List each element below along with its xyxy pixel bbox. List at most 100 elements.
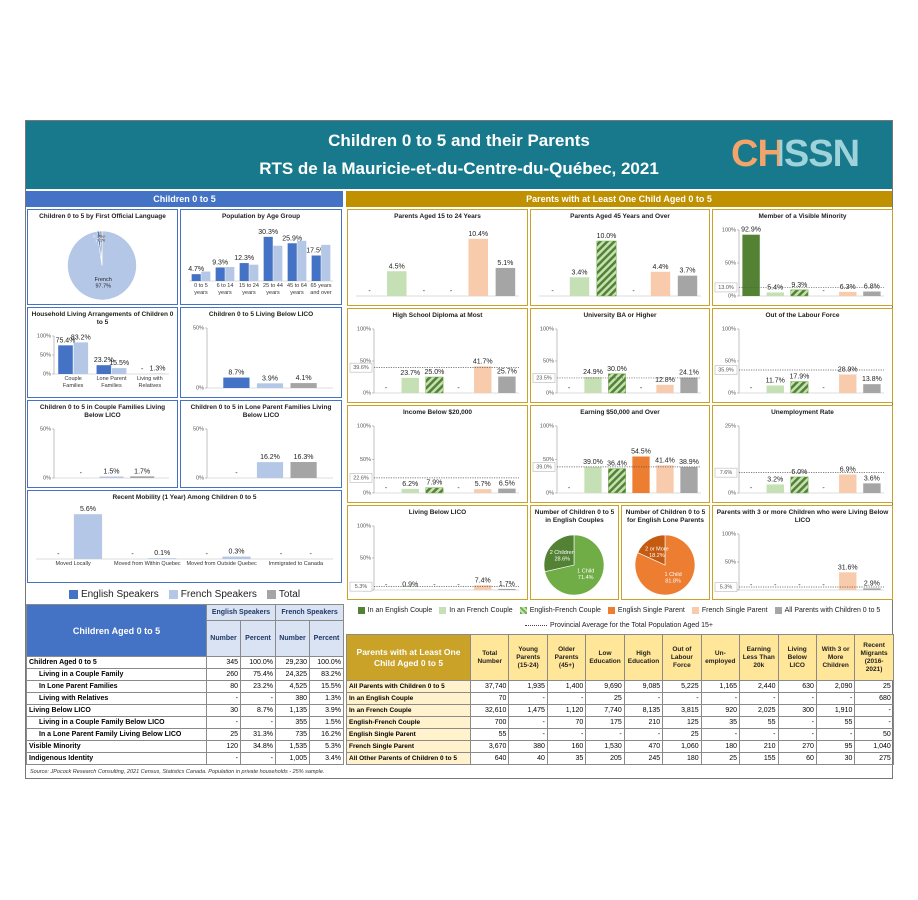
- chart-title: Number of Children 0 to 5 for English Lo…: [625, 509, 706, 524]
- y-tick-label: 100%: [722, 227, 736, 233]
- y-tick-label: 0%: [43, 475, 51, 481]
- chart-panel: Children 0 to 5 by First Official Langua…: [27, 209, 178, 305]
- data-label: -: [385, 485, 388, 492]
- y-tick-label: 100%: [540, 423, 554, 429]
- cell: 55: [815, 716, 856, 729]
- cell: 3.9%: [309, 704, 345, 717]
- slice-value: 1.2%: [95, 239, 103, 243]
- average-label: 35.9%: [718, 367, 734, 373]
- data-label: -: [568, 485, 571, 492]
- cell: 4,525: [275, 680, 311, 693]
- children-table: Children Aged 0 to 5 English Speakers Fren…: [26, 604, 345, 765]
- y-tick-label: 25%: [725, 423, 736, 429]
- chart-plot: - 3.4% 10.0% - 4.4% 3.7%: [539, 233, 701, 297]
- bar: [680, 466, 698, 493]
- bar: [474, 585, 492, 590]
- cell: 30: [815, 752, 856, 765]
- cell: -: [508, 716, 548, 729]
- cell: -: [623, 728, 664, 741]
- bar: [148, 558, 177, 559]
- cell: 16.2%: [309, 728, 345, 741]
- chart-panel: Number of Children 0 to 5 in English Cou…: [530, 505, 619, 600]
- x-tick-label: Couple Families: [62, 376, 84, 389]
- chart-plot: 0% 50% 100% - 23.7% 25.0% - 41.7% 25.7% 39.6%: [349, 326, 519, 396]
- bar: [677, 275, 698, 296]
- y-tick-label: 0%: [728, 490, 736, 496]
- table-row: French Single Parent 3,670 380 160 1,530 470 1…: [346, 740, 894, 753]
- bar: [287, 243, 297, 281]
- y-tick-label: 50%: [360, 555, 371, 561]
- data-label: -: [423, 288, 426, 295]
- data-label: 92.9%: [741, 227, 761, 234]
- chart-title: Member of a Visible Minority: [758, 213, 847, 220]
- chart-title: Living Below LICO: [408, 509, 467, 516]
- cell: 3,815: [662, 704, 702, 717]
- cell: 180: [662, 752, 702, 765]
- bar: [201, 271, 211, 281]
- bar: [474, 366, 492, 393]
- pie-slice: [637, 534, 666, 566]
- legend-item: English-French Couple: [519, 607, 601, 614]
- data-label: -: [385, 582, 388, 589]
- table-row: Living in a Couple Family 260 75.4% 24,325 8…: [26, 668, 345, 681]
- x-tick-label: 45 to 64 years: [287, 283, 307, 296]
- x-tick-label: Moved from Within Quebec: [114, 561, 181, 567]
- data-label: -: [822, 485, 825, 492]
- chart-plot: - 4.5% - - 10.4% 5.1%: [356, 231, 519, 297]
- bar: [130, 476, 155, 478]
- data-label: 4.5%: [389, 263, 405, 270]
- chart-plot: 0% 50% 100% - 24.9% 30.0% - 12.8% 24.1% 23.5%: [532, 326, 701, 396]
- data-label: -: [640, 385, 643, 392]
- data-label: 1.5%: [104, 469, 120, 476]
- data-label: -: [310, 551, 313, 558]
- chart-panel: Children 0 to 5 in Lone Parent Families …: [180, 400, 342, 488]
- legend-item: English Single Parent: [607, 607, 685, 614]
- y-tick-label: 50%: [543, 358, 554, 364]
- data-label: 41.7%: [473, 358, 493, 365]
- table-row: Living in a Couple Family Below LICO - -35…: [26, 716, 345, 729]
- data-label: -: [57, 551, 60, 558]
- cell: -: [815, 692, 856, 705]
- slice-label: 2 or More: [645, 547, 669, 553]
- bar: [321, 244, 331, 281]
- cell: 25: [585, 692, 625, 705]
- row-label: In Lone Parent Families: [26, 680, 207, 693]
- cell: 630: [777, 680, 817, 693]
- chart-panel: Children 0 to 5 in Couple Families Livin…: [27, 400, 178, 488]
- bar: [863, 384, 881, 393]
- legend-item: French Single Parent: [691, 607, 768, 614]
- y-tick-label: 0%: [363, 390, 371, 396]
- data-label: 1.3%: [150, 366, 166, 373]
- cell: 3.4%: [309, 752, 345, 765]
- bar: [290, 462, 317, 478]
- legend-swatch: [168, 589, 178, 599]
- chart-title: University BA or Higher: [583, 312, 657, 319]
- table-title: Children Aged 0 to 5: [26, 604, 207, 657]
- table-row: Living with Relatives - -380 1.3%: [26, 692, 345, 705]
- data-label: 25.7%: [497, 369, 517, 376]
- cell: -: [815, 728, 856, 741]
- table-row: English Single Parent 55- - - -25- - - -50: [346, 728, 894, 741]
- chart-plot: 0% 50% - 1.5% 1.7%: [40, 426, 169, 481]
- slice-value: 97.7%: [95, 283, 111, 289]
- x-tick-label: 65 years and over: [310, 283, 332, 296]
- cell: -: [777, 728, 817, 741]
- chart-title: Earning $50,000 and Over: [580, 409, 660, 416]
- legend-item: French Speakers: [168, 589, 257, 600]
- y-tick-label: 50%: [40, 426, 51, 432]
- y-tick-label: 100%: [357, 423, 371, 429]
- cell: 37,740: [469, 680, 510, 693]
- cell: 120: [206, 740, 241, 753]
- chart-title: Unemployment Rate: [771, 409, 834, 416]
- cell: 205: [585, 752, 625, 765]
- column-header: Total Number: [469, 634, 510, 681]
- data-label: 54.5%: [631, 448, 651, 455]
- cell: 160: [546, 740, 587, 753]
- cell: 83.2%: [309, 668, 345, 681]
- chart-panel: Earning $50,000 and Over 0% 50% 100% - 39.0% 3…: [530, 405, 710, 503]
- chart-plot: 0%50%100% 92.9%5.4% 9.3%-6.3% 6.8%13.0%: [714, 227, 884, 299]
- cell: 735: [275, 728, 311, 741]
- data-label: 83.2%: [71, 334, 91, 341]
- column-header: High Education: [623, 634, 664, 681]
